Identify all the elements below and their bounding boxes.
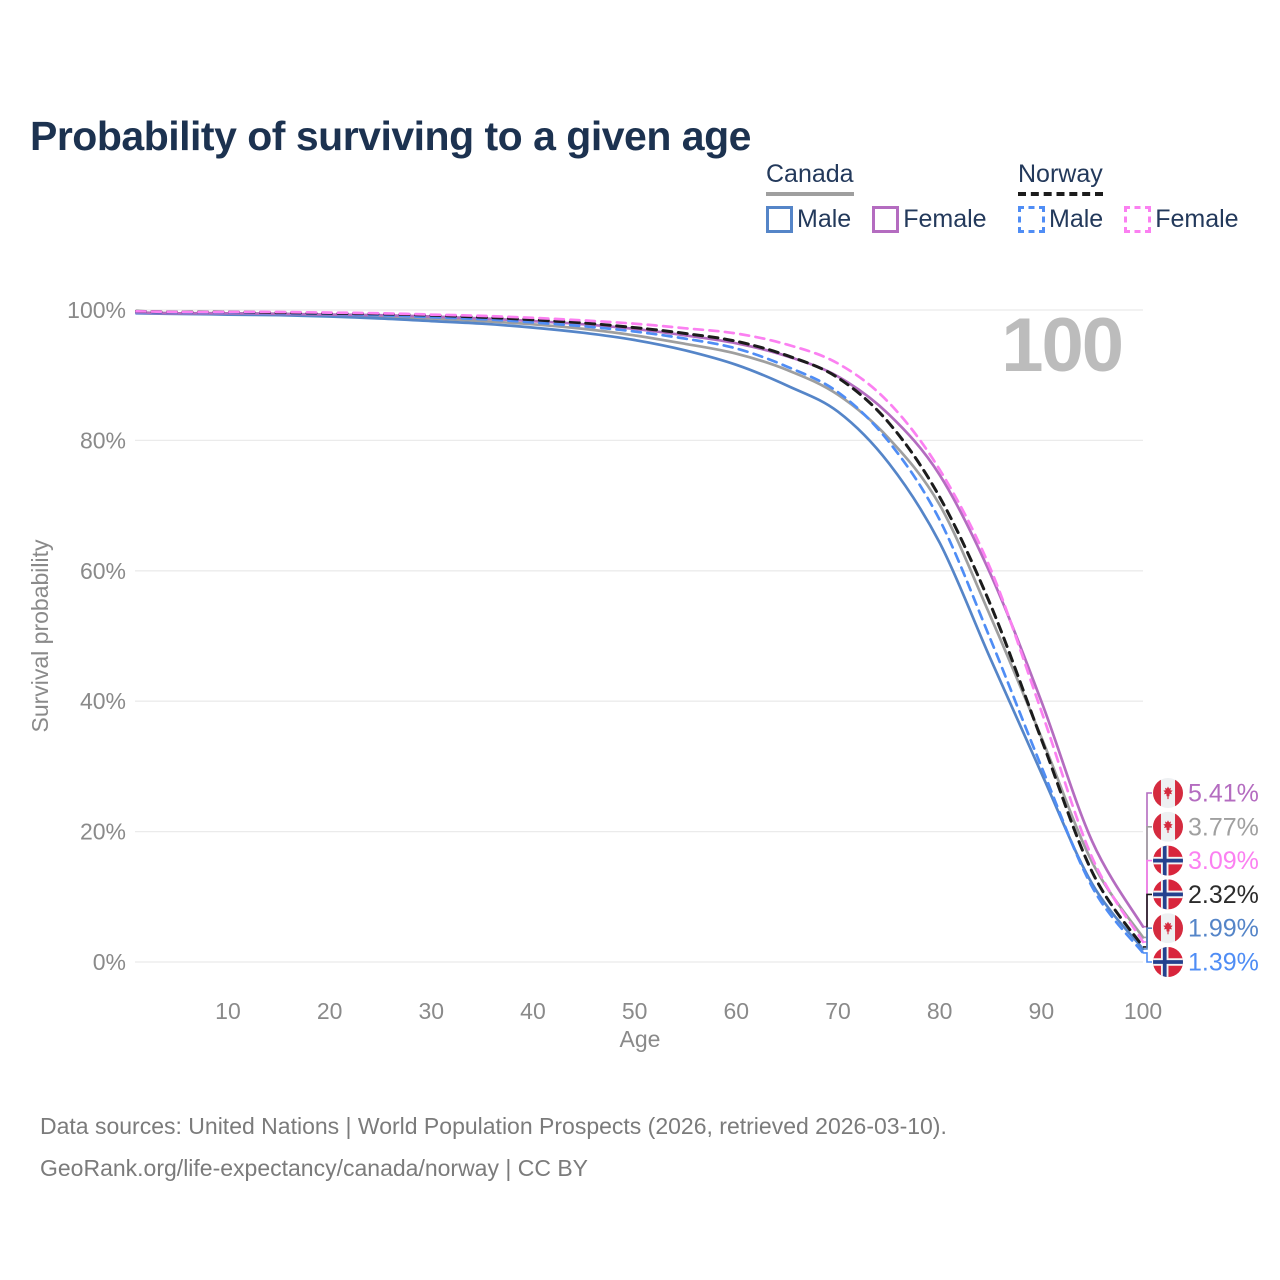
page-title: Probability of surviving to a given age	[30, 113, 751, 160]
end-value-label: 1.99%	[1188, 915, 1259, 943]
y-tick-label: 80%	[80, 427, 126, 453]
legend-item-norway-male[interactable]: Male	[1018, 205, 1103, 234]
norway-flag-icon	[1153, 947, 1183, 977]
line-canada-male[interactable]	[135, 311, 1145, 951]
canada-flag-icon	[1153, 812, 1183, 842]
legend-title-norway[interactable]: Norway	[1018, 160, 1103, 196]
chart-legend: Canada Male Female Norway Male Female	[0, 160, 1280, 250]
legend-item-canada-female[interactable]: Female	[872, 205, 987, 234]
legend-group-canada: Canada Male Female	[766, 160, 1008, 234]
line-norway-male[interactable]	[135, 310, 1145, 955]
legend-item-norway-female[interactable]: Female	[1124, 205, 1239, 234]
end-value-label: 5.41%	[1188, 780, 1259, 808]
legend-group-norway: Norway Male Female	[1018, 160, 1260, 234]
y-tick-label: 20%	[80, 819, 126, 845]
gridlines	[135, 309, 1143, 963]
x-tick-label: 80	[927, 998, 953, 1024]
x-tick-label: 60	[724, 998, 750, 1024]
legend-title-canada[interactable]: Canada	[766, 160, 854, 196]
x-axis-ticks: 10 20 30 40 50 60 70 80 90 100	[215, 998, 1162, 1024]
canada-flag-icon	[1153, 778, 1183, 808]
line-canada-both[interactable]	[135, 311, 1145, 939]
series-lines	[135, 309, 1145, 955]
end-label-connector	[1143, 952, 1152, 963]
legend-item-label: Female	[903, 205, 987, 233]
y-tick-label: 100%	[67, 297, 126, 323]
footer-sources-line: Data sources: United Nations | World Pop…	[40, 1113, 947, 1139]
legend-item-label: Female	[1155, 205, 1239, 233]
data-sources-footer: Data sources: United Nations | World Pop…	[40, 1106, 947, 1190]
x-tick-label: 70	[825, 998, 851, 1024]
end-label-connector	[1143, 893, 1152, 948]
y-axis-ticks: 0% 20% 40% 60% 80% 100%	[67, 297, 126, 975]
norway-flag-icon	[1153, 846, 1183, 876]
line-norway-both[interactable]	[135, 309, 1145, 949]
y-tick-label: 0%	[93, 949, 126, 975]
x-tick-label: 50	[622, 998, 648, 1024]
x-tick-label: 100	[1124, 998, 1162, 1024]
canada-male-swatch-icon	[766, 206, 793, 233]
end-value-label: 3.09%	[1188, 847, 1259, 875]
norway-female-swatch-icon	[1124, 206, 1152, 233]
x-tick-label: 40	[520, 998, 546, 1024]
x-tick-label: 30	[419, 998, 445, 1024]
end-annotations: 5.41% 3.77% 3.09% 2.32% 1.99% 1.39%	[1143, 778, 1259, 977]
x-tick-label: 20	[317, 998, 343, 1024]
end-value-label: 3.77%	[1188, 813, 1259, 841]
legend-item-label: Male	[1049, 205, 1104, 233]
y-tick-label: 60%	[80, 558, 126, 584]
x-axis-title: Age	[620, 1026, 661, 1052]
norway-male-swatch-icon	[1018, 206, 1045, 233]
y-tick-label: 40%	[80, 688, 126, 714]
y-axis-title: Survival probability	[27, 539, 53, 733]
canada-flag-icon	[1153, 913, 1183, 943]
age-watermark: 100	[1001, 303, 1122, 388]
footer-attribution-line[interactable]: GeoRank.org/life-expectancy/canada/norwa…	[40, 1154, 589, 1181]
legend-item-canada-male[interactable]: Male	[766, 205, 851, 234]
norway-flag-icon	[1153, 879, 1183, 909]
canada-female-swatch-icon	[872, 206, 900, 233]
end-value-label: 2.32%	[1188, 881, 1259, 909]
line-norway-female[interactable]	[135, 309, 1145, 944]
legend-item-label: Male	[797, 205, 852, 233]
end-value-label: 1.39%	[1188, 949, 1259, 977]
x-tick-label: 90	[1029, 998, 1055, 1024]
end-label-connector	[1143, 927, 1152, 950]
x-tick-label: 10	[215, 998, 241, 1024]
